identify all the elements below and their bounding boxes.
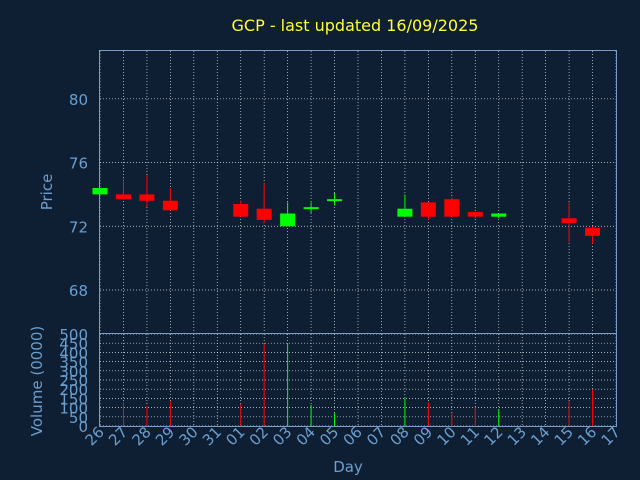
price-tick-label: 76 (69, 155, 88, 173)
x-tick-label: 29 (152, 423, 178, 449)
x-tick-label: 14 (527, 423, 553, 449)
candle-body (280, 213, 296, 227)
candle-body (233, 203, 249, 217)
x-tick-label: 03 (269, 423, 295, 449)
candle-body (162, 200, 178, 211)
candle-body (444, 199, 460, 217)
candlesticks (92, 175, 601, 244)
x-tick-label: 09 (410, 423, 436, 449)
volume-bars (122, 343, 594, 426)
x-tick-label: 08 (387, 423, 413, 449)
volume-tick-label: 350 (59, 354, 88, 372)
price-tick-label: 80 (69, 91, 88, 109)
chart-title: GCP - last updated 16/09/2025 (232, 16, 479, 35)
x-tick-label: 28 (129, 423, 155, 449)
x-tick-label: 01 (222, 423, 248, 449)
x-tick-label: 16 (574, 423, 600, 449)
price-tick-label: 72 (69, 218, 88, 236)
x-tick-label: 30 (175, 423, 201, 449)
price-axis-label: Price (38, 174, 56, 211)
candle-body (561, 218, 577, 224)
candle-body (491, 213, 507, 217)
price-axis-ticks: 68 72 76 80 (69, 91, 88, 300)
price-panel: 68 72 76 80 (69, 50, 617, 334)
volume-tick-label: 150 (59, 390, 88, 408)
volume-tick-label: 100 (59, 400, 88, 418)
x-tick-label: 02 (246, 423, 272, 449)
x-tick-label: 05 (316, 423, 342, 449)
candle-body (256, 208, 272, 220)
volume-tick-label: 0 (78, 418, 88, 436)
x-tick-label: 11 (457, 423, 483, 449)
x-tick-label: 27 (105, 423, 131, 449)
volume-tick-label: 450 (59, 335, 88, 353)
x-tick-label: 13 (504, 423, 530, 449)
candle-body (585, 227, 601, 236)
x-axis-ticks: 2627282930310102030405060708091011121314… (82, 423, 624, 449)
volume-tick-label: 400 (59, 344, 88, 362)
volume-tick-label: 50 (69, 409, 88, 427)
volume-tick-label: 500 (59, 326, 88, 344)
x-tick-label: 15 (551, 423, 577, 449)
candle-body (139, 194, 155, 201)
x-tick-label: 06 (340, 423, 366, 449)
x-tick-label: 31 (199, 423, 225, 449)
candle-body (467, 211, 483, 217)
candle-body (327, 199, 343, 202)
candle-body (420, 202, 436, 217)
volume-tick-label: 250 (59, 372, 88, 390)
x-tick-label: 07 (363, 423, 389, 449)
x-axis-label: Day (333, 458, 363, 476)
volume-axis-label: Volume (0000) (28, 326, 46, 436)
candle-body (397, 208, 413, 217)
x-tick-label: 17 (598, 423, 624, 449)
price-grid (99, 51, 617, 333)
volume-tick-label: 300 (59, 363, 88, 381)
candle-body (303, 207, 319, 210)
x-tick-label: 10 (433, 423, 459, 449)
volume-grid (99, 333, 617, 427)
x-tick-label: 04 (293, 423, 319, 449)
candle-body (115, 194, 131, 200)
x-tick-label: 12 (480, 423, 506, 449)
volume-tick-label: 200 (59, 381, 88, 399)
price-tick-label: 68 (69, 282, 88, 300)
volume-panel-frame (99, 333, 617, 427)
